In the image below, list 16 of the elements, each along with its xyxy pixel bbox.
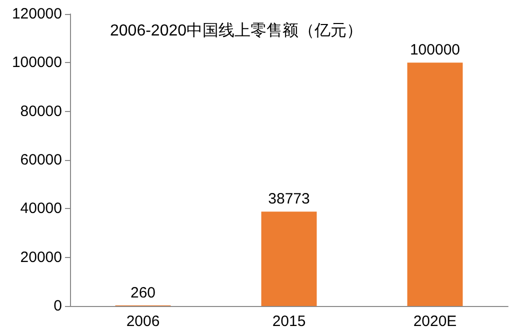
y-tick-label: 100000 — [12, 54, 62, 72]
x-tick-label: 2015 — [272, 313, 306, 330]
bar — [407, 62, 463, 306]
data-label: 38773 — [268, 190, 310, 208]
y-tick-label: 0 — [54, 298, 62, 314]
data-label: 260 — [130, 284, 156, 302]
x-tick-label: 2020E — [413, 313, 457, 330]
text: 2006-2020中国线上零售额（亿元） — [110, 22, 363, 40]
x-tick-label: 2006 — [126, 313, 160, 330]
y-tick-label: 20000 — [20, 248, 62, 266]
data-label: 100000 — [410, 42, 460, 59]
y-tick-label: 60000 — [20, 152, 62, 168]
y-tick-label: 40000 — [20, 200, 62, 218]
y-tick-label: 120000 — [12, 6, 62, 22]
y-tick-label: 80000 — [20, 102, 62, 120]
bar — [261, 212, 317, 306]
